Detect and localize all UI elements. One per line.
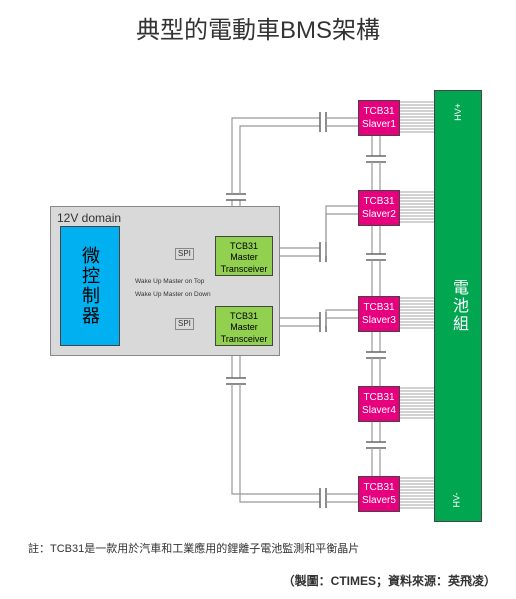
master2-l3: Transceiver (216, 334, 272, 345)
mcu-label: 微控制器 (77, 246, 103, 326)
slaver-2-l2: Slaver2 (359, 208, 399, 221)
credit-line: （製圖：CTIMES；資料來源：英飛凌） (283, 572, 496, 589)
slaver-3-l2: Slaver3 (359, 314, 399, 327)
master-transceiver-1: TCB31 Master Transceiver (215, 236, 273, 276)
slaver-1-l1: TCB31 (359, 105, 399, 118)
wake-label-top: Wake Up Master on Top (135, 278, 204, 285)
master1-l1: TCB31 (216, 241, 272, 252)
wake-label-down: Wake Up Master on Down (135, 291, 211, 298)
footnote: 註：TCB31是一款用於汽車和工業應用的鋰離子電池監測和平衡晶片 (28, 540, 359, 556)
slaver-4: TCB31Slaver4 (358, 386, 400, 422)
slaver-1: TCB31Slaver1 (358, 100, 400, 136)
slaver-1-l2: Slaver1 (359, 118, 399, 131)
slaver-5-l2: Slaver5 (359, 494, 399, 507)
master1-l3: Transceiver (216, 264, 272, 275)
slaver-3: TCB31Slaver3 (358, 296, 400, 332)
diagram-title: 典型的電動車BMS架構 (0, 10, 516, 45)
slaver-2-l1: TCB31 (359, 195, 399, 208)
master2-l2: Master (216, 322, 272, 333)
slaver-4-l1: TCB31 (359, 391, 399, 404)
slaver-2: TCB31Slaver2 (358, 190, 400, 226)
master2-l1: TCB31 (216, 311, 272, 322)
hv-plus-label: HV+ (453, 103, 463, 121)
battery-label: 電池組 (446, 279, 470, 333)
diagram-canvas: 典型的電動車BMS架構 (0, 0, 516, 599)
slaver-5: TCB31Slaver5 (358, 476, 400, 512)
master-transceiver-2: TCB31 Master Transceiver (215, 306, 273, 346)
slaver-5-l1: TCB31 (359, 481, 399, 494)
mcu-block: 微控制器 (60, 226, 120, 346)
spi-label-1: SPI (175, 248, 194, 260)
master1-l2: Master (216, 252, 272, 263)
battery-pack: 電池組 HV+ HV- (434, 90, 482, 522)
slaver-4-l2: Slaver4 (359, 404, 399, 417)
spi-label-2: SPI (175, 318, 194, 330)
hv-minus-label: HV- (452, 492, 462, 507)
slaver-3-l1: TCB31 (359, 301, 399, 314)
